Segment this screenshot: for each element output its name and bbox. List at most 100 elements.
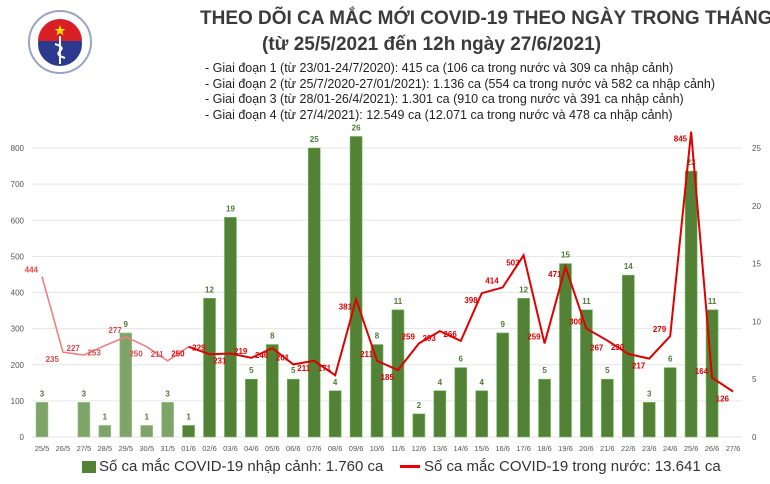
line-data-label: 267: [590, 344, 604, 353]
left-tick-label: 800: [11, 144, 25, 153]
line-data-label: 845: [674, 135, 688, 144]
line-data-label: 414: [485, 276, 499, 285]
line-data-label: 250: [129, 350, 143, 359]
bar-data-label: 6: [668, 355, 673, 364]
line-data-label: 279: [653, 325, 667, 334]
line-data-label: 126: [716, 394, 730, 403]
legend-label-imported: Số ca mắc COVID-19 nhập cảnh: 1.760 ca: [99, 458, 384, 475]
line-data-label: 211: [297, 364, 310, 373]
left-tick-label: 100: [11, 397, 25, 406]
x-tick-label: 27/6: [726, 444, 741, 453]
bar: [412, 413, 426, 438]
x-tick-label: 26/5: [56, 444, 71, 453]
bar: [391, 309, 405, 438]
bar: [580, 309, 593, 438]
bar-data-label: 5: [605, 366, 610, 375]
line-data-label: 217: [632, 362, 646, 371]
bar-data-label: 1: [144, 412, 149, 421]
chart-title: THEO DÕI CA MẮC MỚI COVID-19 THEO NGÀY T…: [200, 8, 770, 29]
right-tick-label: 5: [752, 375, 757, 384]
bar-data-label: 3: [165, 389, 170, 398]
x-tick-label: 30/5: [139, 444, 154, 453]
bar-data-label: 5: [291, 366, 296, 375]
line-data-label: 293: [422, 334, 436, 343]
line-data-label: 471: [548, 270, 562, 279]
line-data-label: 503: [506, 258, 520, 267]
x-tick-label: 09/6: [349, 444, 364, 453]
bar: [496, 332, 509, 438]
x-tick-label: 12/6: [412, 444, 427, 453]
right-tick-label: 15: [752, 260, 761, 269]
bar-data-label: 4: [480, 378, 485, 387]
x-tick-label: 02/6: [202, 444, 217, 453]
bar-data-label: 4: [438, 378, 443, 387]
x-tick-label: 13/6: [433, 444, 448, 453]
bar: [517, 297, 530, 438]
x-tick-label: 31/5: [160, 444, 175, 453]
x-tick-label: 03/6: [223, 444, 238, 453]
x-tick-label: 19/6: [558, 444, 573, 453]
bar: [433, 390, 447, 438]
x-tick-label: 23/6: [642, 444, 657, 453]
left-tick-label: 0: [20, 433, 25, 442]
bar: [98, 425, 112, 438]
bar-data-label: 3: [647, 389, 652, 398]
line-data-label: 201: [276, 353, 290, 362]
bar: [328, 390, 342, 438]
line-data-label: 227: [67, 344, 81, 353]
bar-data-label: 5: [542, 366, 547, 375]
bar: [370, 344, 384, 438]
bar: [77, 402, 91, 438]
bar-data-label: 12: [519, 285, 528, 294]
bar: [622, 274, 635, 438]
bar: [245, 378, 258, 438]
line-data-label: 219: [234, 347, 248, 356]
x-tick-label: 22/6: [621, 444, 636, 453]
line-data-label: 211: [151, 350, 164, 359]
bar: [203, 297, 216, 438]
x-tick-label: 14/6: [453, 444, 468, 453]
left-tick-label: 700: [11, 180, 25, 189]
line-data-label: 185: [381, 373, 395, 382]
x-tick-label: 11/6: [391, 444, 405, 453]
left-tick-label: 200: [11, 361, 25, 370]
line-data-label: 211: [360, 350, 373, 359]
bar-data-label: 14: [624, 262, 633, 271]
line-data-label: 277: [108, 326, 122, 335]
bar-data-label: 9: [500, 320, 505, 329]
legend-item-domestic: Số ca mắc COVID-19 trong nước: 13.641 ca: [400, 458, 721, 475]
bar: [601, 378, 614, 438]
bar: [119, 332, 133, 438]
line-data-label: 444: [25, 266, 39, 275]
x-tick-label: 15/6: [474, 444, 489, 453]
bar: [475, 390, 489, 438]
right-tick-label: 10: [752, 317, 761, 326]
bar-data-label: 11: [708, 297, 717, 306]
bar-data-label: 11: [582, 297, 591, 306]
legend-label-domestic: Số ca mắc COVID-19 trong nước: 13.641 ca: [424, 458, 721, 475]
line-data-label: 253: [87, 349, 101, 358]
bar-data-label: 15: [561, 251, 570, 260]
bar: [286, 378, 300, 438]
line-data-label: 259: [402, 332, 416, 341]
bar: [307, 147, 321, 438]
bar: [224, 217, 237, 438]
x-tick-label: 01/6: [181, 444, 196, 453]
x-tick-label: 07/6: [307, 444, 322, 453]
bar-data-label: 1: [186, 412, 191, 421]
x-tick-label: 05/6: [265, 444, 280, 453]
stage-3: - Giai đoạn 3 (từ 28/01-26/4/2021): 1.30…: [205, 92, 684, 106]
line-series-faded: [41, 276, 190, 362]
bar-data-label: 11: [394, 297, 403, 306]
line-series: [188, 131, 734, 393]
right-tick-label: 0: [752, 433, 757, 442]
bar: [349, 136, 363, 438]
line-data-label: 164: [695, 367, 709, 376]
bar: [684, 170, 698, 438]
line-data-label: 250: [171, 350, 185, 359]
bar-data-label: 26: [352, 123, 361, 132]
line-data-label: 381: [339, 302, 353, 311]
x-tick-label: 16/6: [495, 444, 510, 453]
x-tick-label: 06/6: [286, 444, 301, 453]
